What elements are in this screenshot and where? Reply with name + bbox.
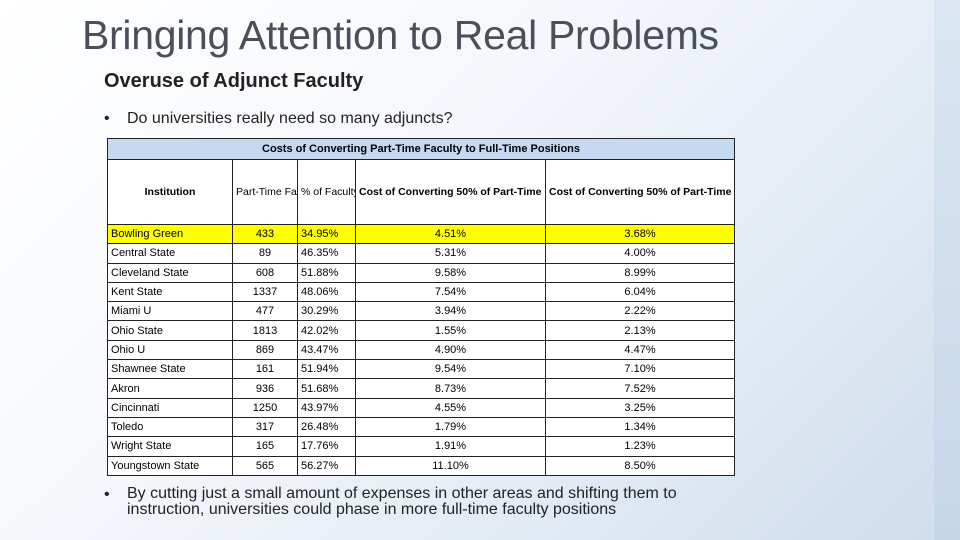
- table-caption: Costs of Converting Part-Time Faculty to…: [106, 138, 736, 160]
- cell-cost-instr: 7.10%: [544, 359, 736, 380]
- cell-percent-part-time: 46.35%: [297, 243, 356, 264]
- slide-title: Bringing Attention to Real Problems: [82, 12, 719, 58]
- cell-cost-instr: 3.25%: [544, 397, 736, 418]
- table-row: Akron 936 51.68% 8.73% 7.52%: [107, 378, 736, 399]
- cell-percent-part-time: 42.02%: [297, 320, 356, 341]
- bullet-dot-icon: •: [104, 110, 110, 127]
- slide-subtitle: Overuse of Adjunct Faculty: [104, 70, 364, 92]
- cell-institution: Miami U: [107, 301, 233, 322]
- cell-part-time-faculty: 1250: [232, 397, 298, 418]
- cell-cost-instr: 1.23%: [544, 436, 736, 457]
- cell-part-time-faculty: 477: [232, 301, 298, 322]
- cell-cost-asst: 1.55%: [355, 320, 546, 341]
- cell-cost-asst: 1.79%: [355, 416, 546, 438]
- bullet-text: Do universities really need so many adju…: [127, 110, 453, 127]
- cell-part-time-faculty: 161: [232, 359, 298, 380]
- table-row: Youngstown State 565 56.27% 11.10% 8.50%: [107, 455, 736, 477]
- header-percent-part-time: % of Faculty in Part-Time Positions: [297, 159, 356, 225]
- cell-cost-asst: 1.91%: [355, 436, 546, 457]
- table-row: Ohio State 1813 42.02% 1.55% 2.13%: [107, 320, 736, 341]
- cell-cost-instr: 1.34%: [544, 416, 736, 438]
- cell-cost-asst: 7.54%: [355, 281, 546, 303]
- header-cost-asst-professorships: Cost of Converting 50% of Part-Time Facu…: [355, 159, 546, 225]
- conversion-cost-table: Costs of Converting Part-Time Faculty to…: [106, 138, 736, 477]
- cell-cost-instr: 3.68%: [544, 223, 736, 245]
- cell-institution: Ohio State: [107, 320, 233, 341]
- header-part-time-faculty: Part-Time Faculty: [232, 159, 298, 225]
- cell-cost-asst: 3.94%: [355, 301, 546, 322]
- cell-percent-part-time: 51.88%: [297, 262, 356, 283]
- cell-institution: Ohio U: [107, 339, 233, 361]
- cell-cost-asst: 9.58%: [355, 262, 546, 283]
- cell-institution: Kent State: [107, 281, 233, 303]
- table-row: Bowling Green 433 34.95% 4.51% 3.68%: [107, 223, 736, 245]
- table-body: Bowling Green 433 34.95% 4.51% 3.68% Central …: [107, 223, 736, 477]
- table-row: Ohio U 869 43.47% 4.90% 4.47%: [107, 339, 736, 361]
- cell-cost-instr: 2.13%: [544, 320, 736, 341]
- cell-institution: Akron: [107, 378, 233, 399]
- cell-part-time-faculty: 89: [232, 243, 298, 264]
- cell-cost-instr: 8.99%: [544, 262, 736, 283]
- cell-institution: Cincinnati: [107, 397, 233, 418]
- cell-cost-asst: 5.31%: [355, 243, 546, 264]
- cell-part-time-faculty: 608: [232, 262, 298, 283]
- cell-cost-asst: 8.73%: [355, 378, 546, 399]
- cell-institution: Shawnee State: [107, 359, 233, 380]
- cell-percent-part-time: 30.29%: [297, 301, 356, 322]
- cell-cost-asst: 4.90%: [355, 339, 546, 361]
- cell-part-time-faculty: 165: [232, 436, 298, 457]
- cell-cost-asst: 4.51%: [355, 223, 546, 245]
- cell-percent-part-time: 26.48%: [297, 416, 356, 438]
- table-row: Toledo 317 26.48% 1.79% 1.34%: [107, 416, 736, 438]
- cell-cost-instr: 6.04%: [544, 281, 736, 303]
- cell-part-time-faculty: 565: [232, 455, 298, 477]
- cell-percent-part-time: 51.68%: [297, 378, 356, 399]
- cell-institution: Cleveland State: [107, 262, 233, 283]
- bullet-text: By cutting just a small amount of expens…: [127, 485, 677, 518]
- cell-cost-asst: 11.10%: [355, 455, 546, 477]
- cell-cost-instr: 7.52%: [544, 378, 736, 399]
- cell-cost-instr: 2.22%: [544, 301, 736, 322]
- cell-part-time-faculty: 317: [232, 416, 298, 438]
- bullet-dot-icon: •: [104, 486, 110, 503]
- table-row: Cincinnati 1250 43.97% 4.55% 3.25%: [107, 397, 736, 418]
- cell-institution: Toledo: [107, 416, 233, 438]
- cell-percent-part-time: 56.27%: [297, 455, 356, 477]
- table-row: Cleveland State 608 51.88% 9.58% 8.99%: [107, 262, 736, 283]
- header-institution: Institution: [107, 159, 233, 225]
- cell-percent-part-time: 43.97%: [297, 397, 356, 418]
- cell-percent-part-time: 34.95%: [297, 223, 356, 245]
- cell-part-time-faculty: 433: [232, 223, 298, 245]
- decorative-side-band: [934, 0, 960, 540]
- table-row: Wright State 165 17.76% 1.91% 1.23%: [107, 436, 736, 457]
- cell-part-time-faculty: 869: [232, 339, 298, 361]
- cell-cost-instr: 8.50%: [544, 455, 736, 477]
- cell-part-time-faculty: 1337: [232, 281, 298, 303]
- cell-cost-asst: 4.55%: [355, 397, 546, 418]
- cell-institution: Youngstown State: [107, 455, 233, 477]
- cell-institution: Bowling Green: [107, 223, 233, 245]
- cell-percent-part-time: 51.94%: [297, 359, 356, 380]
- table-row: Shawnee State 161 51.94% 9.54% 7.10%: [107, 359, 736, 380]
- cell-institution: Central State: [107, 243, 233, 264]
- cell-percent-part-time: 48.06%: [297, 281, 356, 303]
- cell-part-time-faculty: 1813: [232, 320, 298, 341]
- cell-cost-instr: 4.47%: [544, 339, 736, 361]
- cell-cost-instr: 4.00%: [544, 243, 736, 264]
- table-row: Kent State 1337 48.06% 7.54% 6.04%: [107, 281, 736, 303]
- cell-percent-part-time: 17.76%: [297, 436, 356, 457]
- cell-part-time-faculty: 936: [232, 378, 298, 399]
- bullet-item: • Do universities really need so many ad…: [104, 110, 704, 132]
- cell-institution: Wright State: [107, 436, 233, 457]
- cell-percent-part-time: 43.47%: [297, 339, 356, 361]
- header-cost-instructorships: Cost of Converting 50% of Part-Time Facu…: [544, 159, 736, 225]
- table-row: Central State 89 46.35% 5.31% 4.00%: [107, 243, 736, 264]
- table-row: Miami U 477 30.29% 3.94% 2.22%: [107, 301, 736, 322]
- cell-cost-asst: 9.54%: [355, 359, 546, 380]
- bullet-item: • By cutting just a small amount of expe…: [104, 486, 744, 522]
